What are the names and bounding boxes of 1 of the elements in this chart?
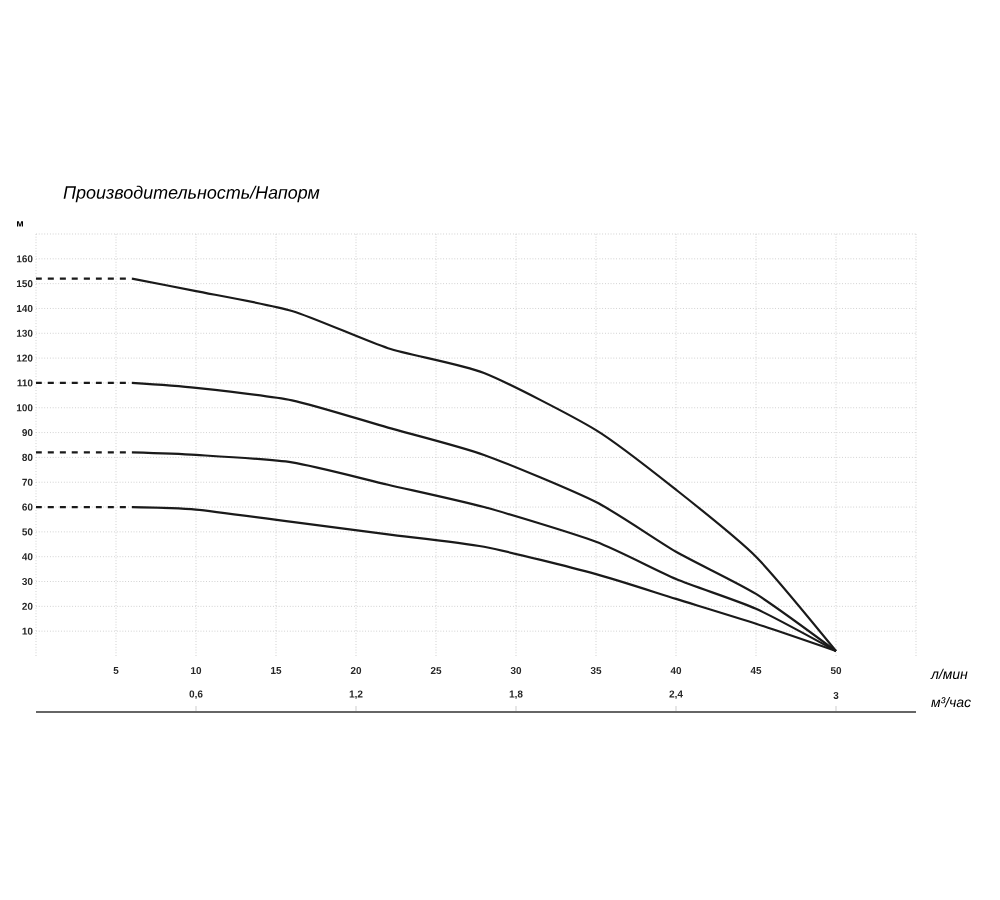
chart-title: Производительность/Напорм: [63, 185, 320, 203]
